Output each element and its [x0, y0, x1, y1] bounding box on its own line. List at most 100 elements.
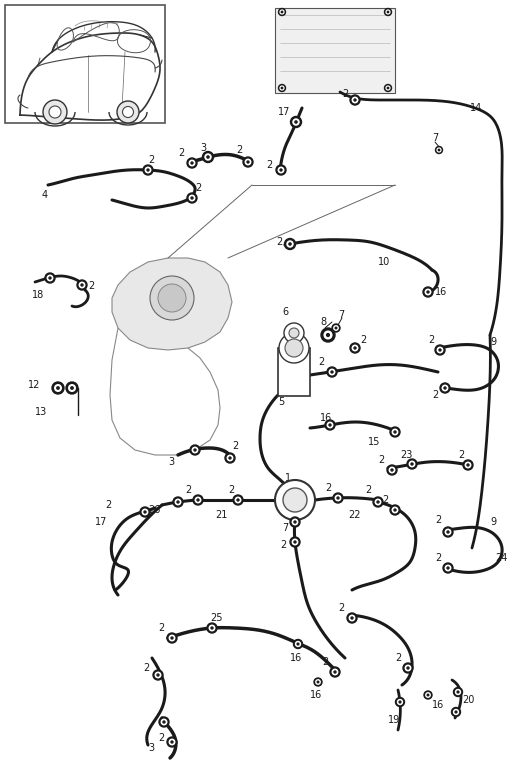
- Text: 17: 17: [95, 517, 108, 527]
- Text: 2: 2: [432, 390, 438, 400]
- Circle shape: [440, 383, 450, 393]
- Circle shape: [330, 667, 340, 677]
- Text: 17: 17: [278, 107, 291, 117]
- Circle shape: [427, 694, 429, 696]
- Circle shape: [347, 613, 357, 623]
- Circle shape: [279, 84, 285, 91]
- Circle shape: [457, 691, 459, 693]
- Text: 10: 10: [378, 257, 390, 267]
- Circle shape: [292, 519, 298, 524]
- Text: 2: 2: [360, 335, 366, 345]
- Text: 2: 2: [148, 155, 154, 165]
- Circle shape: [190, 445, 200, 455]
- Circle shape: [327, 423, 333, 428]
- Circle shape: [173, 497, 183, 507]
- Circle shape: [163, 721, 165, 723]
- Circle shape: [77, 280, 87, 290]
- Text: 2: 2: [428, 335, 434, 345]
- Circle shape: [465, 462, 471, 467]
- Circle shape: [287, 241, 293, 247]
- Circle shape: [237, 499, 239, 501]
- Circle shape: [442, 385, 448, 391]
- Circle shape: [334, 326, 338, 330]
- Text: 2: 2: [378, 455, 384, 465]
- Text: 1: 1: [285, 473, 291, 483]
- Circle shape: [79, 282, 85, 288]
- Circle shape: [394, 509, 396, 511]
- Circle shape: [123, 106, 133, 118]
- Text: 16: 16: [320, 413, 332, 423]
- Circle shape: [334, 671, 336, 673]
- Circle shape: [324, 331, 332, 339]
- Text: 8: 8: [320, 317, 326, 327]
- Text: 20: 20: [462, 695, 475, 705]
- Circle shape: [447, 531, 449, 533]
- Circle shape: [280, 10, 284, 14]
- Circle shape: [175, 499, 181, 505]
- Bar: [275, 8, 395, 93]
- Circle shape: [435, 345, 445, 355]
- Circle shape: [140, 507, 150, 517]
- Circle shape: [235, 497, 241, 503]
- Circle shape: [284, 239, 296, 249]
- Text: 24: 24: [495, 553, 507, 563]
- Circle shape: [144, 511, 146, 513]
- Circle shape: [169, 635, 175, 641]
- Circle shape: [453, 710, 459, 714]
- Circle shape: [279, 8, 285, 15]
- Circle shape: [283, 488, 307, 512]
- Circle shape: [386, 86, 390, 90]
- Circle shape: [245, 160, 251, 165]
- Circle shape: [435, 147, 443, 154]
- Circle shape: [296, 641, 300, 647]
- Text: 2: 2: [382, 495, 388, 505]
- Circle shape: [387, 465, 397, 475]
- Circle shape: [290, 517, 300, 527]
- Bar: [5, 5, 165, 123]
- Circle shape: [392, 507, 398, 513]
- Circle shape: [314, 678, 322, 686]
- Circle shape: [385, 84, 391, 91]
- Circle shape: [290, 537, 300, 547]
- Circle shape: [280, 169, 282, 171]
- Circle shape: [437, 347, 443, 353]
- Circle shape: [327, 334, 329, 337]
- Circle shape: [52, 382, 64, 394]
- Text: 2: 2: [158, 733, 164, 743]
- Circle shape: [211, 627, 213, 629]
- Circle shape: [385, 8, 391, 15]
- Circle shape: [387, 11, 389, 13]
- Circle shape: [453, 688, 463, 696]
- Circle shape: [350, 95, 360, 105]
- Circle shape: [354, 347, 356, 349]
- Circle shape: [145, 167, 151, 173]
- Text: 25: 25: [210, 613, 222, 623]
- Text: 21: 21: [215, 510, 227, 520]
- Text: 16: 16: [290, 653, 302, 663]
- Circle shape: [327, 367, 337, 377]
- Circle shape: [405, 665, 410, 671]
- Circle shape: [437, 148, 441, 152]
- Circle shape: [150, 276, 194, 320]
- Circle shape: [316, 679, 320, 684]
- Circle shape: [157, 674, 159, 676]
- Circle shape: [187, 158, 197, 168]
- Circle shape: [193, 495, 203, 505]
- Text: 2: 2: [232, 441, 238, 451]
- Circle shape: [352, 97, 358, 103]
- Circle shape: [47, 275, 53, 280]
- Circle shape: [187, 193, 197, 203]
- Circle shape: [463, 460, 473, 470]
- Circle shape: [398, 699, 402, 705]
- Circle shape: [291, 116, 301, 128]
- Circle shape: [444, 387, 446, 389]
- Text: 19: 19: [388, 715, 400, 725]
- Text: 2: 2: [435, 515, 441, 525]
- Text: 2: 2: [266, 160, 272, 170]
- Circle shape: [147, 169, 149, 171]
- Text: 5: 5: [278, 397, 284, 407]
- Text: 15: 15: [368, 437, 381, 447]
- Circle shape: [389, 467, 395, 473]
- Circle shape: [81, 284, 83, 286]
- Text: 2: 2: [280, 540, 286, 550]
